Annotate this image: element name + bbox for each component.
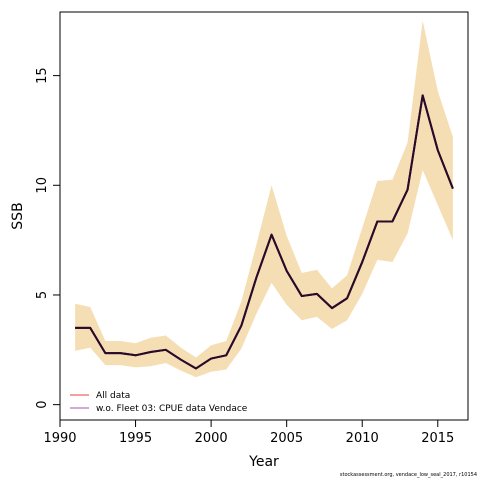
- legend: All data w.o. Fleet 03: CPUE data Vendace: [70, 391, 248, 414]
- x-axis-title: Year: [248, 454, 279, 470]
- ssb-line-layer: [75, 94, 454, 370]
- footer-credit: stockassessment.org, vendace_low_seal_20…: [339, 472, 477, 478]
- series-line-2: [75, 94, 454, 370]
- x-tick-label: 1995: [119, 431, 152, 446]
- x-tick-label: 2015: [421, 431, 454, 446]
- confidence-band: [75, 20, 453, 378]
- legend-label-1: All data: [96, 391, 130, 401]
- y-tick-label: 5: [35, 291, 50, 299]
- y-axis: 0 5 10 15: [35, 67, 60, 409]
- y-tick-label: 15: [35, 67, 50, 84]
- confidence-band-layer: [75, 20, 453, 378]
- x-axis: 1990 1995 2000 2005 2010 2015: [43, 420, 454, 446]
- x-tick-label: 2010: [346, 431, 379, 446]
- plot-frame: [59, 11, 469, 421]
- x-tick-label: 1990: [43, 431, 76, 446]
- x-tick-label: 2005: [270, 431, 303, 446]
- y-tick-label: 0: [35, 401, 50, 409]
- y-axis-title: SSB: [10, 202, 26, 229]
- legend-label-2: w.o. Fleet 03: CPUE data Vendace: [96, 404, 248, 414]
- x-tick-label: 2000: [195, 431, 228, 446]
- y-tick-label: 10: [35, 177, 50, 194]
